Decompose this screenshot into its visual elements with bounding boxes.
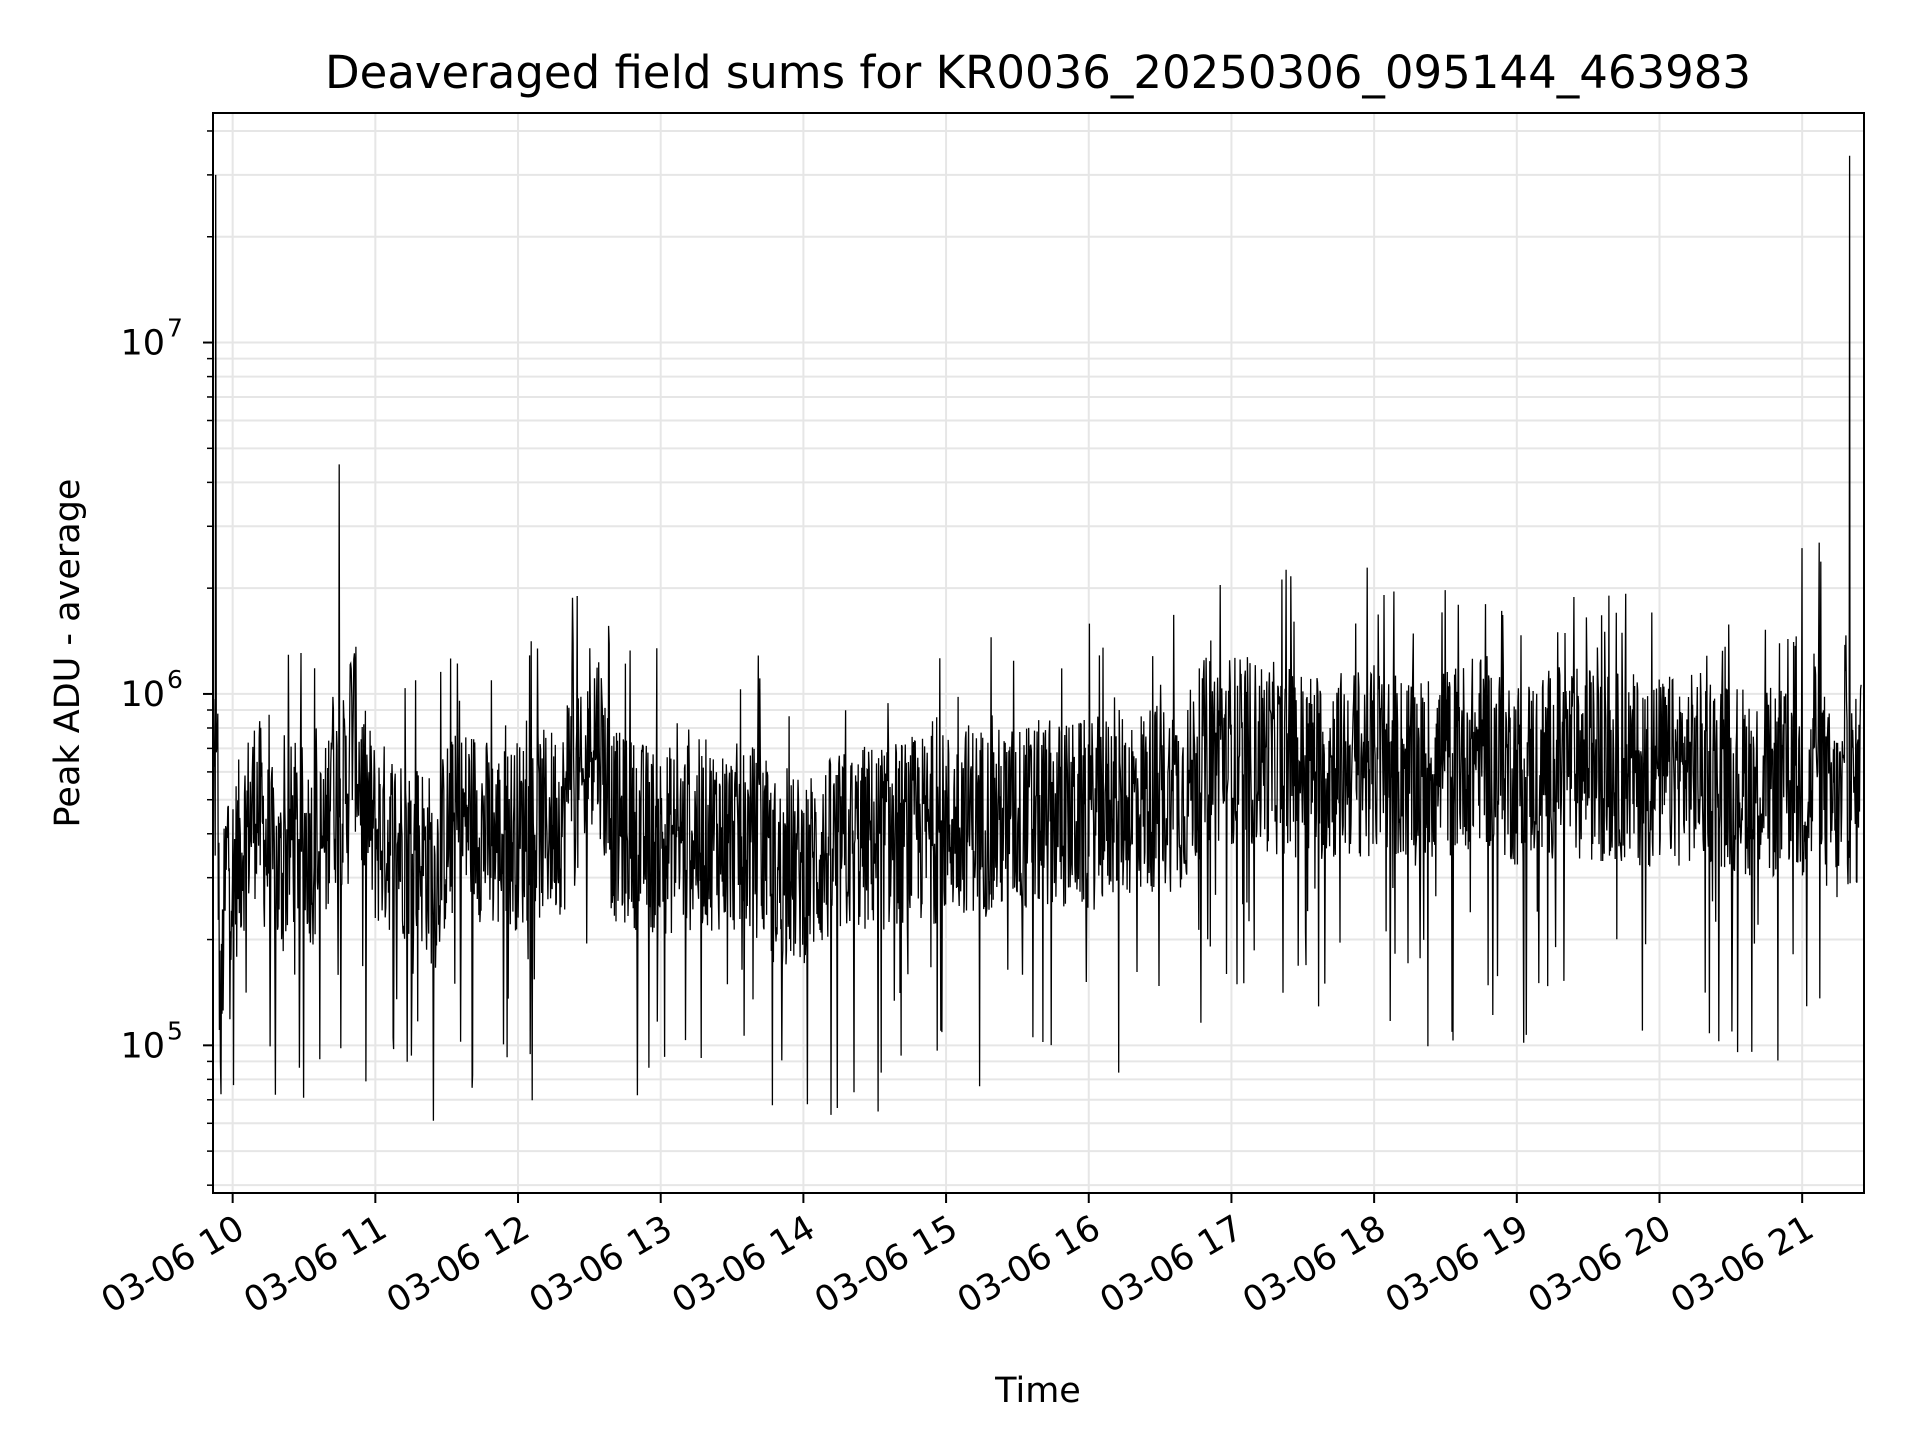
y-tick-label: 10: [120, 675, 165, 715]
y-axis-label: Peak ADU - average: [48, 479, 88, 828]
y-tick-label: 10: [120, 324, 165, 364]
y-tick-exponent: 6: [167, 665, 183, 694]
plot-frame: [212, 112, 1865, 1194]
series-line: [212, 155, 1862, 1121]
y-tick-exponent: 7: [167, 314, 183, 343]
grid: [213, 113, 1864, 1193]
y-tick-exponent: 5: [167, 1016, 183, 1045]
y-tick-label: 10: [120, 1026, 165, 1066]
x-axis-label: Time: [994, 1371, 1081, 1411]
series-group: [212, 155, 1862, 1121]
chart-title: Deaveraged field sums for KR0036_2025030…: [325, 46, 1751, 99]
